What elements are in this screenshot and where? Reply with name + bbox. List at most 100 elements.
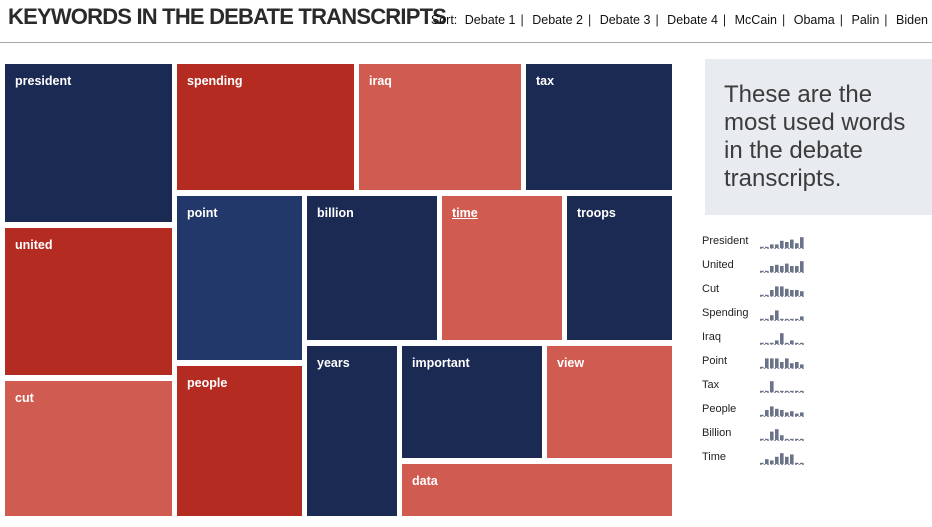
tile-label: united bbox=[15, 238, 53, 252]
tile-view[interactable]: view bbox=[547, 346, 672, 458]
tile-label: people bbox=[187, 376, 228, 390]
sparkline-bar bbox=[785, 318, 789, 320]
sparkline-row-president[interactable]: President bbox=[702, 230, 832, 254]
sparkline-bar bbox=[795, 290, 799, 296]
sparkline-bar bbox=[765, 358, 769, 368]
sparkline-bar bbox=[780, 318, 784, 320]
sparkline-bar bbox=[785, 438, 789, 440]
sparkline-bar bbox=[790, 411, 794, 416]
sparkline-bar bbox=[790, 318, 794, 320]
sparkline-bar bbox=[770, 342, 774, 344]
tile-label: tax bbox=[536, 74, 555, 88]
sort-option-debate-1[interactable]: Debate 1 bbox=[464, 13, 516, 27]
sparkline-row-billion[interactable]: Billion bbox=[702, 422, 832, 446]
sparkline-bar bbox=[775, 264, 779, 272]
sparkline-bar bbox=[780, 453, 784, 464]
sparkline-bar bbox=[770, 290, 774, 296]
sparkline-bar bbox=[795, 462, 799, 464]
sort-option-debate-2[interactable]: Debate 2 bbox=[532, 13, 583, 27]
tile-iraq[interactable]: iraq bbox=[359, 64, 521, 190]
sparkline-bar bbox=[775, 390, 779, 392]
tile-label: president bbox=[15, 74, 72, 88]
sparkline-chart bbox=[760, 261, 804, 273]
sparkline-label: Time bbox=[702, 451, 727, 463]
tile-president[interactable]: president bbox=[5, 64, 172, 222]
sparkline-bar bbox=[785, 342, 789, 344]
tile-united[interactable]: united bbox=[5, 228, 172, 375]
tile-label: cut bbox=[15, 391, 34, 405]
sort-option-palin[interactable]: Palin bbox=[851, 13, 880, 27]
sparkline-bar bbox=[760, 342, 764, 344]
separator: | bbox=[520, 13, 524, 27]
sparkline-row-people[interactable]: People bbox=[702, 398, 832, 422]
sparkline-bar bbox=[775, 408, 779, 416]
sort-option-mccain[interactable]: McCain bbox=[734, 13, 778, 27]
sparkline-chart bbox=[760, 286, 804, 297]
sparkline-bar bbox=[780, 266, 784, 272]
sparkline-bar bbox=[790, 290, 794, 296]
sparkline-row-time[interactable]: Time bbox=[702, 446, 832, 470]
tile-years[interactable]: years bbox=[307, 346, 397, 516]
tile-data[interactable]: data bbox=[402, 464, 672, 516]
tile-label: data bbox=[412, 474, 438, 488]
sort-option-debate-4[interactable]: Debate 4 bbox=[667, 13, 718, 27]
sparkline-row-spending[interactable]: Spending bbox=[702, 302, 832, 326]
sparkline-bar bbox=[780, 410, 784, 416]
sparkline-chart bbox=[760, 358, 804, 369]
sparkline-bar bbox=[800, 462, 804, 464]
separator: | bbox=[839, 13, 843, 27]
tile-people[interactable]: people bbox=[177, 366, 302, 516]
sparkline-row-united[interactable]: United bbox=[702, 254, 832, 278]
sparkline-label: Point bbox=[702, 355, 728, 367]
sparkline-bar bbox=[785, 456, 789, 464]
tile-label: view bbox=[557, 356, 585, 370]
page-title: KEYWORDS IN THE DEBATE TRANSCRIPTS bbox=[8, 4, 447, 29]
sparkline-label: People bbox=[702, 403, 737, 415]
tile-tax[interactable]: tax bbox=[526, 64, 672, 190]
sparkline-label: President bbox=[702, 235, 749, 247]
sparkline-bar bbox=[765, 270, 769, 272]
header-divider bbox=[0, 42, 932, 43]
sparkline-bar bbox=[790, 340, 794, 344]
info-text: These are the most used words in the deb… bbox=[724, 81, 906, 192]
sparkline-bar bbox=[770, 244, 774, 248]
sparkline-bar bbox=[765, 438, 769, 440]
sparkline-bar bbox=[780, 435, 784, 440]
sparkline-chart bbox=[760, 453, 804, 465]
sparkline-bar bbox=[775, 244, 779, 248]
sparkline-bar bbox=[795, 342, 799, 344]
sparkline-bar bbox=[780, 333, 784, 344]
sparkline-bar bbox=[790, 390, 794, 392]
sparkline-bar bbox=[760, 462, 764, 464]
sparkline-label: Spending bbox=[702, 307, 749, 319]
tile-cut[interactable]: cut bbox=[5, 381, 172, 516]
sparkline-label: United bbox=[702, 259, 734, 271]
sparkline-bar bbox=[790, 454, 794, 464]
sparkline-row-point[interactable]: Point bbox=[702, 350, 832, 374]
tile-label: troops bbox=[577, 206, 616, 220]
sparkline-bar bbox=[770, 460, 774, 464]
tile-label: years bbox=[317, 356, 350, 370]
sort-option-biden[interactable]: Biden bbox=[896, 13, 928, 27]
tile-time[interactable]: time bbox=[442, 196, 562, 340]
sparkline-bar bbox=[780, 240, 784, 248]
tile-spending[interactable]: spending bbox=[177, 64, 354, 190]
sparkline-bar bbox=[765, 459, 769, 464]
sparkline-bar bbox=[800, 390, 804, 392]
sparkline-row-cut[interactable]: Cut bbox=[702, 278, 832, 302]
tile-important[interactable]: important bbox=[402, 346, 542, 458]
sparkline-bar bbox=[800, 342, 804, 344]
separator: | bbox=[782, 13, 786, 27]
sparkline-row-iraq[interactable]: Iraq bbox=[702, 326, 832, 350]
sort-option-debate-3[interactable]: Debate 3 bbox=[599, 13, 651, 27]
sort-option-obama[interactable]: Obama bbox=[793, 13, 835, 27]
sparkline-row-tax[interactable]: Tax bbox=[702, 374, 832, 398]
tile-billion[interactable]: billion bbox=[307, 196, 437, 340]
tile-point[interactable]: point bbox=[177, 196, 302, 360]
sort-bar: Sort: Debate 1 | Debate 2 | Debate 3 | Deba… bbox=[431, 13, 928, 27]
sparkline-bar bbox=[770, 406, 774, 416]
sparkline-bar bbox=[795, 438, 799, 440]
sparkline-bar bbox=[800, 364, 804, 368]
tile-troops[interactable]: troops bbox=[567, 196, 672, 340]
sparkline-bar bbox=[770, 381, 774, 392]
